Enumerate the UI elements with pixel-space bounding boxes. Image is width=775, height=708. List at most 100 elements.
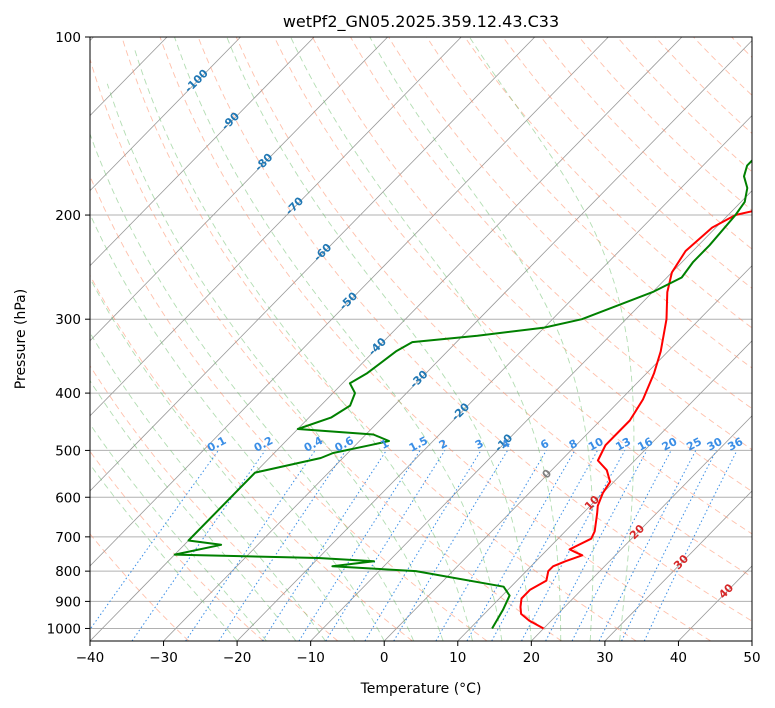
mixing-ratio-line xyxy=(571,450,672,641)
moist-adiabat-line xyxy=(290,37,562,641)
isotherm-line xyxy=(90,37,609,567)
isotherm-label: 30 xyxy=(671,552,691,572)
dry-adiabat-line xyxy=(767,35,775,641)
dry-adiabat-line xyxy=(388,37,752,410)
dry-adiabat-line xyxy=(616,37,752,173)
isotherm-label: -50 xyxy=(337,289,360,312)
moist-adiabat-line xyxy=(90,379,297,641)
mixing-ratio-line xyxy=(393,450,509,641)
isotherm-line xyxy=(310,190,752,641)
y-tick-label: 400 xyxy=(55,386,81,402)
dry-adiabat-line xyxy=(311,37,752,492)
dry-adiabat-line xyxy=(654,37,752,134)
mixing-ratio-line xyxy=(491,450,598,641)
dry-adiabat-line xyxy=(692,37,752,96)
background-lines xyxy=(90,35,775,641)
x-tick-label: 20 xyxy=(523,650,540,666)
x-tick-label: 0 xyxy=(380,650,389,666)
mixing-ratio-label: 16 xyxy=(635,435,655,454)
x-tick-label: −20 xyxy=(223,650,252,666)
moist-adiabat-line xyxy=(90,277,356,641)
dry-adiabat-line xyxy=(90,274,413,641)
dewpoint-line xyxy=(173,159,752,630)
isotherm-line xyxy=(90,37,241,192)
moist-adiabat-line xyxy=(90,463,238,641)
mixing-ratio-line xyxy=(466,450,576,641)
mixing-ratio-label: 36 xyxy=(726,435,746,454)
moist-adiabat-line xyxy=(369,37,594,641)
isotherm-line xyxy=(751,640,752,641)
moist-adiabat-line xyxy=(90,212,385,641)
mixing-ratio-label: 1.5 xyxy=(407,434,430,455)
dry-adiabat-line xyxy=(235,37,752,578)
y-tick-label: 300 xyxy=(55,312,81,328)
moist-adiabat-line xyxy=(469,37,635,641)
isotherm-line xyxy=(604,490,752,641)
mixing-ratio-line xyxy=(298,450,421,641)
isotherm-label: -20 xyxy=(449,400,472,423)
dry-adiabat-line xyxy=(90,175,488,641)
moist-adiabat-line xyxy=(90,132,415,641)
isotherm-label: -70 xyxy=(283,194,306,217)
isotherm-label: -40 xyxy=(366,335,389,358)
mixing-ratio-label: 20 xyxy=(660,435,680,454)
mixing-ratio-line xyxy=(545,450,648,641)
moist-adiabat-line xyxy=(226,37,532,641)
dry-adiabat-line xyxy=(197,37,752,622)
mixing-ratio-line xyxy=(325,450,446,641)
x-tick-label: 40 xyxy=(670,650,687,666)
mixing-ratio-line xyxy=(621,450,717,641)
y-axis: 100 200 300 400 500 600 700 800 900 1000 xyxy=(47,30,90,637)
mixing-ratio-label: 25 xyxy=(684,435,704,454)
plot-frame xyxy=(89,36,753,642)
mixing-ratio-line xyxy=(598,450,697,641)
x-tick-label: 50 xyxy=(743,650,760,666)
x-tick-label: 10 xyxy=(449,650,466,666)
isotherm-line xyxy=(678,565,752,641)
mixing-ratio-line xyxy=(435,450,547,641)
isotherm-label: 40 xyxy=(716,581,736,601)
chart-title: wetPf2_GN05.2025.359.12.43.C33 xyxy=(283,12,559,32)
mixing-ratio-label: 8 xyxy=(567,437,580,452)
dry-adiabat-line xyxy=(159,37,712,641)
mixing-ratio-label: 0.6 xyxy=(333,434,357,455)
isotherm-line xyxy=(90,37,462,417)
y-tick-label: 1000 xyxy=(47,621,81,637)
y-tick-label: 800 xyxy=(55,564,81,580)
x-tick-label: −40 xyxy=(76,650,105,666)
isotherm-label: -100 xyxy=(182,66,211,95)
y-tick-label: 100 xyxy=(55,30,81,46)
isotherm-label: -60 xyxy=(311,241,334,264)
isotherm-line xyxy=(383,265,752,641)
mixing-ratio-line xyxy=(90,450,219,631)
mixing-ratio-label: 0.4 xyxy=(302,434,326,455)
mixing-ratio-line xyxy=(131,450,266,641)
moist-adiabat-line xyxy=(90,423,267,641)
mixing-ratio-line xyxy=(185,450,316,641)
isotherm-line xyxy=(90,37,536,492)
isotherm-label: 0 xyxy=(540,467,555,482)
y-tick-label: 200 xyxy=(55,208,81,224)
isotherm-label: -30 xyxy=(407,368,430,391)
isotherm-line xyxy=(163,39,752,641)
isotherm-line xyxy=(90,37,315,267)
mixing-ratio-line xyxy=(218,450,347,641)
mixing-ratio-label: 0.2 xyxy=(252,434,275,455)
dry-adiabat-line xyxy=(90,364,339,641)
mixing-ratio-label: 0.1 xyxy=(205,434,228,455)
mixing-ratio-label: 30 xyxy=(705,435,725,454)
dry-adiabat-line xyxy=(273,37,752,535)
y-tick-label: 900 xyxy=(55,594,81,610)
moist-adiabat-line xyxy=(174,37,503,641)
dry-adiabat-line xyxy=(90,533,190,641)
x-axis: −40 −30 −20 −10 0 10 20 30 40 50 xyxy=(76,641,761,666)
mixing-ratio-labels: 0.1 0.2 0.4 0.6 1 1.5 2 3 4 6 8 10 13 16 20 25 30 36 xyxy=(205,434,745,455)
isotherm-line xyxy=(90,37,388,342)
mixing-ratio-label: 6 xyxy=(538,437,551,452)
dry-adiabat-line xyxy=(578,37,752,211)
dry-adiabat-line xyxy=(426,37,752,369)
temperature-line xyxy=(519,210,752,630)
profile-lines xyxy=(173,159,752,630)
mixing-ratio-label: 13 xyxy=(613,435,633,454)
